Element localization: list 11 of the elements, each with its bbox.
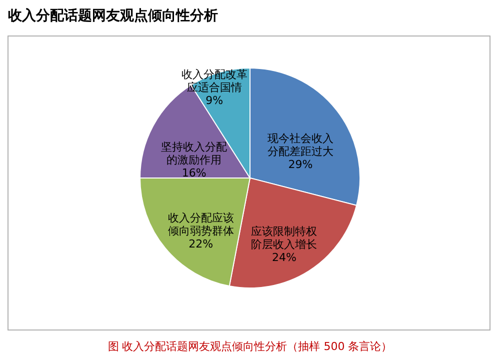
slice-label: 坚持收入分配的激励作用: [161, 140, 228, 166]
slice-label: 应该限制特权阶层收入增长: [251, 224, 318, 251]
data-label: 16%: [182, 166, 206, 180]
slice-label: 现今社会收入分配差距过大: [267, 132, 334, 158]
data-label: 9%: [206, 94, 224, 107]
text: 图 收入分配话题网友观点倾向性分析（抽样 500 条言论）: [108, 340, 392, 353]
chart-title: 收入分配话题网友观点倾向性分析: [8, 8, 218, 24]
data-label: 22%: [188, 238, 214, 251]
data-label: 24%: [272, 250, 296, 264]
data-label: 29%: [288, 158, 313, 171]
slice-label: 收入分配应该倾向弱势群体: [168, 212, 234, 238]
